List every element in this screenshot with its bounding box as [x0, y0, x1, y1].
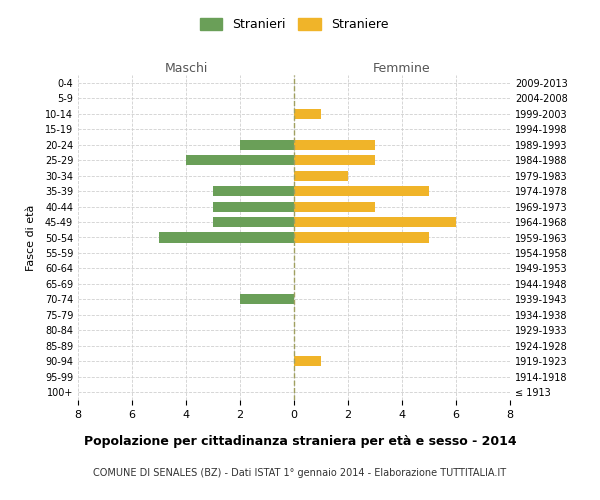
Bar [159, 232, 294, 242]
Text: Femmine: Femmine [373, 62, 431, 75]
Text: COMUNE DI SENALES (BZ) - Dati ISTAT 1° gennaio 2014 - Elaborazione TUTTITALIA.IT: COMUNE DI SENALES (BZ) - Dati ISTAT 1° g… [94, 468, 506, 477]
Legend: Stranieri, Straniere: Stranieri, Straniere [195, 12, 393, 36]
Bar [294, 356, 321, 366]
Bar [294, 170, 348, 180]
Bar [294, 155, 375, 165]
Bar [240, 294, 294, 304]
Bar [213, 202, 294, 211]
Bar [294, 140, 375, 149]
Bar [294, 232, 429, 242]
Text: Maschi: Maschi [164, 62, 208, 75]
Bar [294, 108, 321, 118]
Bar [294, 186, 429, 196]
Bar [294, 202, 375, 211]
Text: Popolazione per cittadinanza straniera per età e sesso - 2014: Popolazione per cittadinanza straniera p… [83, 435, 517, 448]
Y-axis label: Fasce di età: Fasce di età [26, 204, 37, 270]
Bar [294, 217, 456, 227]
Bar [213, 186, 294, 196]
Bar [213, 217, 294, 227]
Bar [186, 155, 294, 165]
Bar [240, 140, 294, 149]
